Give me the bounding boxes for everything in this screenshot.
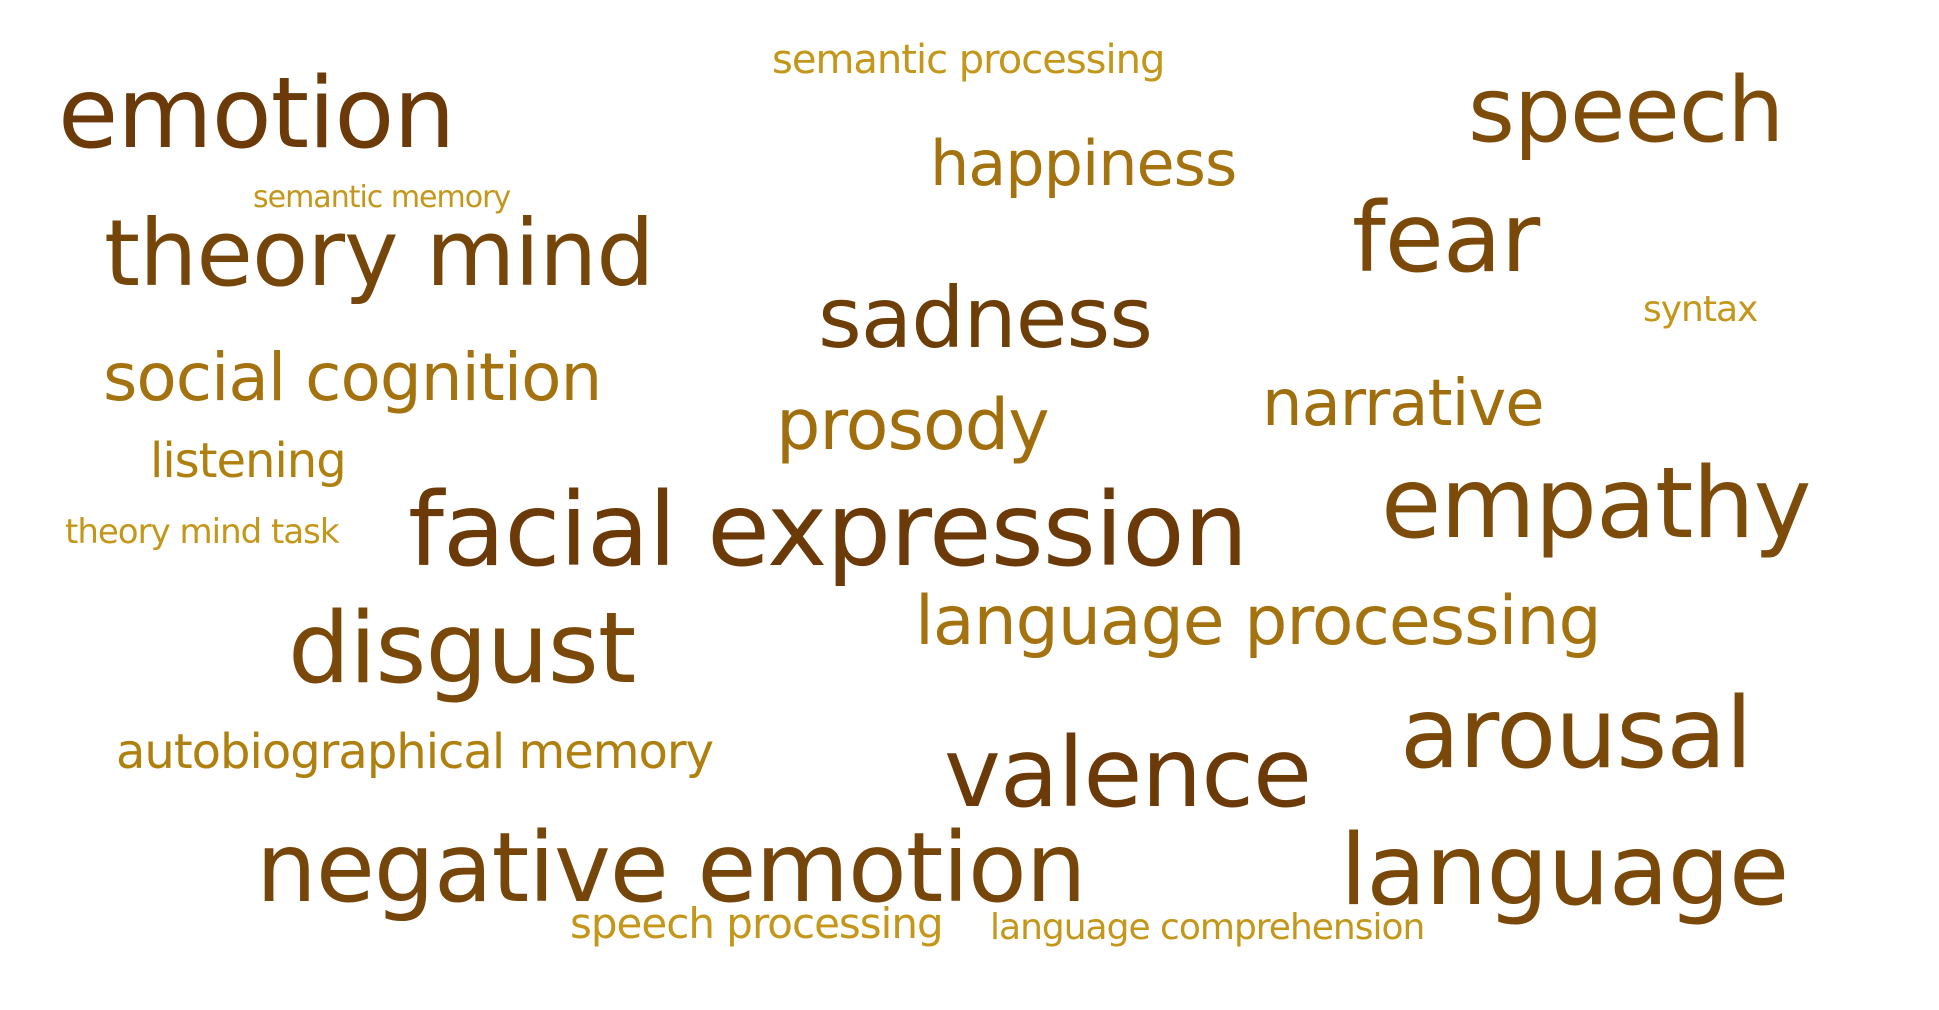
word-semantic-memory: semantic memory bbox=[253, 180, 511, 215]
word-disgust: disgust bbox=[288, 592, 636, 706]
word-arousal: arousal bbox=[1400, 677, 1753, 791]
word-negative-emotion: negative emotion bbox=[256, 812, 1087, 924]
word-facial-expression: facial expression bbox=[408, 471, 1248, 590]
word-valence: valence bbox=[944, 717, 1312, 829]
word-empathy: empathy bbox=[1381, 447, 1812, 561]
word-semantic-processing: semantic processing bbox=[772, 37, 1165, 83]
word-language: language bbox=[1340, 814, 1789, 928]
word-fear: fear bbox=[1352, 182, 1540, 294]
word-happiness: happiness bbox=[930, 127, 1237, 200]
word-speech-processing: speech processing bbox=[570, 899, 944, 948]
word-narrative: narrative bbox=[1262, 367, 1545, 441]
word-sadness: sadness bbox=[818, 269, 1153, 367]
word-autobiographical-memory: autobiographical memory bbox=[116, 724, 714, 780]
word-social-cognition: social cognition bbox=[103, 339, 602, 416]
word-language-comprehension: language comprehension bbox=[990, 907, 1425, 948]
word-theory-mind: theory mind bbox=[104, 200, 655, 307]
word-syntax: syntax bbox=[1643, 289, 1758, 330]
word-listening: listening bbox=[150, 433, 347, 489]
word-speech: speech bbox=[1468, 58, 1784, 163]
word-language-processing: language processing bbox=[915, 582, 1602, 661]
word-theory-mind-task: theory mind task bbox=[65, 512, 340, 552]
word-emotion: emotion bbox=[58, 57, 455, 171]
word-prosody: prosody bbox=[776, 384, 1050, 466]
